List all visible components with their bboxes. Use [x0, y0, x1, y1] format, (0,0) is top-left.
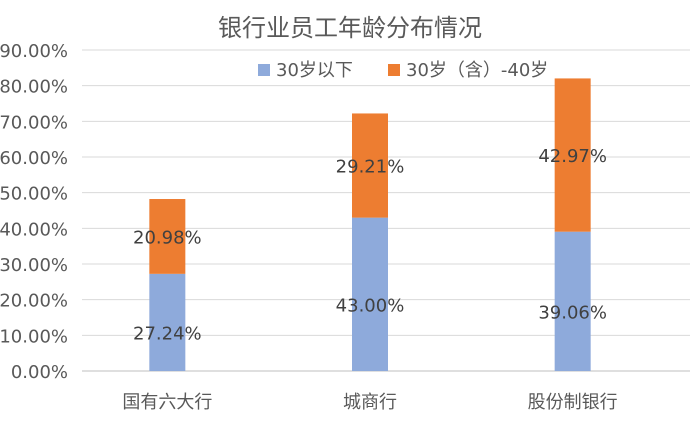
- y-tick-label: 70.00%: [0, 112, 68, 133]
- x-tick-label: 城商行: [343, 392, 397, 413]
- data-label: 29.21%: [336, 157, 405, 178]
- y-tick-label: 0.00%: [11, 362, 68, 383]
- data-label: 39.06%: [538, 302, 607, 323]
- bar-segment: [554, 231, 591, 371]
- bar-segment: [352, 113, 388, 218]
- y-tick-label: 10.00%: [0, 326, 68, 347]
- bar-segment: [352, 217, 388, 371]
- legend-swatch: [388, 64, 400, 76]
- y-tick-label: 20.00%: [0, 291, 68, 312]
- y-tick-label: 40.00%: [0, 219, 68, 240]
- legend-swatch: [258, 64, 270, 76]
- data-label: 27.24%: [133, 323, 202, 344]
- legend-label: 30岁以下: [276, 60, 353, 81]
- data-label: 20.98%: [133, 227, 202, 248]
- legend-label: 30岁（含）-40岁: [406, 60, 548, 81]
- y-tick-label: 60.00%: [0, 148, 68, 169]
- chart-title: 银行业员工年龄分布情况: [218, 14, 482, 42]
- y-tick-label: 90.00%: [0, 41, 68, 62]
- y-tick-label: 50.00%: [0, 184, 68, 205]
- y-tick-label: 80.00%: [0, 77, 68, 98]
- x-tick-label: 国有六大行: [122, 392, 212, 413]
- x-tick-label: 股份制银行: [528, 392, 618, 413]
- bar-segment: [149, 199, 186, 274]
- data-label: 42.97%: [538, 146, 607, 167]
- y-tick-label: 30.00%: [0, 255, 68, 276]
- bar-segment: [149, 273, 186, 371]
- data-label: 43.00%: [336, 295, 405, 316]
- bar-segment: [554, 78, 591, 232]
